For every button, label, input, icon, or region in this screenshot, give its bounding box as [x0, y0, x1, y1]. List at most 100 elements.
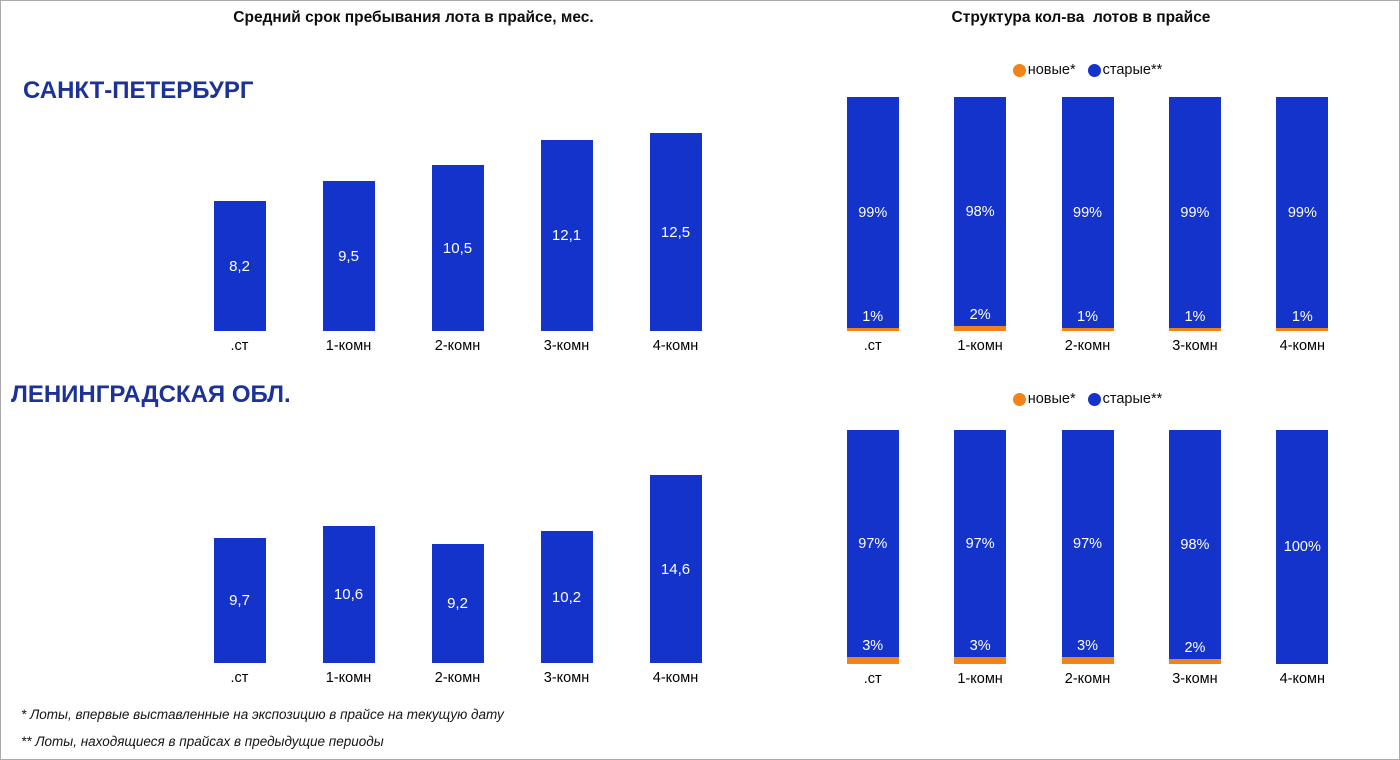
legend-new-swatch-icon [1012, 63, 1026, 77]
old-lots-segment: 99% 1% [1061, 97, 1114, 328]
category-label: .ст [863, 671, 882, 687]
bar-slot: 14,6 [621, 429, 730, 663]
duration-bar: 8,2 [213, 201, 266, 331]
bar-slot: 12,5 [621, 97, 730, 331]
bar-slot: 100% [1249, 430, 1356, 664]
bar-slot: 12,1 [512, 97, 621, 331]
new-lots-segment [846, 657, 899, 664]
bar-slot: 99% 1% [819, 97, 926, 331]
category-label: 2-комн [434, 338, 481, 354]
chart-spb-duration-categories: .ст 1-комн 2-комн 3-комн 4-комн [185, 338, 730, 354]
stacked-bar: 98% 2% [954, 97, 1007, 331]
old-lots-segment: 100% [1276, 430, 1329, 664]
category-label: 3-комн [1172, 338, 1218, 354]
old-share-label: 98% [965, 203, 995, 220]
stacked-bar: 99% 1% [846, 97, 899, 331]
stacked-bar: 98% 2% [1168, 430, 1221, 664]
bar-value-label: 8,2 [229, 257, 250, 275]
old-lots-segment: 98% 2% [1168, 430, 1221, 659]
legend-old-label: старые** [1102, 391, 1163, 407]
duration-bar: 9,7 [213, 538, 266, 663]
bar-slot: 98% 2% [926, 97, 1033, 331]
category-label: 4-комн [652, 670, 699, 686]
legend-old-label: старые** [1102, 62, 1163, 78]
legend-lo-structure: новые* старые** [819, 391, 1356, 407]
bar-value-label: 10,6 [333, 586, 364, 603]
category-label: .ст [230, 338, 249, 354]
new-share-label: 3% [1077, 638, 1098, 654]
stacked-bar: 97% 3% [846, 430, 899, 664]
old-share-label: 99% [1180, 204, 1210, 221]
chart-lo-structure: 97% 3% 97% 3% 97% 3% 98% 2% 100% [819, 430, 1356, 664]
category-label: 4-комн [1279, 671, 1326, 687]
category-label: .ст [863, 338, 882, 354]
old-share-label: 99% [858, 204, 888, 221]
footnote-old: ** Лоты, находящиеся в прайсах в предыду… [21, 734, 384, 749]
chart-spb-structure: 99% 1% 98% 2% 99% 1% 99% 1% 99% 1% [819, 97, 1356, 331]
chart-lo-structure-categories: .ст 1-комн 2-комн 3-комн 4-комн [819, 671, 1356, 687]
new-share-label: 3% [862, 638, 884, 654]
new-lots-segment [1061, 328, 1114, 331]
category-label: 3-комн [543, 670, 590, 686]
duration-bar: 9,2 [431, 544, 484, 663]
stacked-bar: 100% [1276, 430, 1329, 664]
category-label: .ст [230, 670, 249, 686]
category-label: 1-комн [957, 671, 1003, 687]
new-share-label: 1% [1291, 309, 1313, 325]
chart-lo-duration-categories: .ст 1-комн 2-комн 3-комн 4-комн [185, 670, 730, 686]
stacked-bar: 99% 1% [1276, 97, 1329, 331]
footnote-new: * Лоты, впервые выставленные на экспозиц… [21, 707, 504, 722]
stacked-bar: 99% 1% [1168, 97, 1221, 331]
old-share-label: 97% [1073, 535, 1103, 552]
bar-slot: 8,2 [185, 97, 294, 331]
new-lots-segment [1061, 657, 1114, 664]
bar-slot: 10,6 [294, 429, 403, 663]
category-label: 3-комн [543, 338, 590, 354]
old-lots-segment: 97% 3% [846, 430, 899, 657]
stacked-bar: 99% 1% [1061, 97, 1114, 331]
bar-value-label: 12,1 [551, 227, 582, 244]
category-label: 1-комн [325, 670, 372, 686]
bar-slot: 10,2 [512, 429, 621, 663]
section-header-lo: ЛЕНИНГРАДСКАЯ ОБЛ. [11, 381, 291, 408]
duration-bar: 12,1 [540, 140, 593, 331]
new-share-label: 1% [862, 309, 884, 325]
duration-bar: 9,5 [322, 181, 375, 331]
bar-slot: 97% 3% [1034, 430, 1141, 664]
legend-new-swatch-icon [1012, 392, 1026, 406]
old-lots-segment: 98% 2% [954, 97, 1007, 326]
category-label: 2-комн [1064, 671, 1111, 687]
category-label: 1-комн [957, 338, 1003, 354]
legend-old-swatch-icon [1087, 392, 1101, 406]
bar-slot: 99% 1% [1249, 97, 1356, 331]
duration-bar: 10,2 [540, 531, 593, 663]
bar-value-label: 9,5 [338, 247, 359, 265]
category-label: 3-комн [1172, 671, 1218, 687]
old-lots-segment: 97% 3% [954, 430, 1007, 657]
duration-bar: 10,6 [322, 526, 375, 663]
old-share-label: 100% [1283, 539, 1321, 555]
bar-slot: 9,2 [403, 429, 512, 663]
duration-bar: 14,6 [649, 475, 702, 663]
old-share-label: 99% [1287, 204, 1317, 221]
new-share-label: 1% [1184, 309, 1206, 325]
category-label: 2-комн [1064, 338, 1111, 354]
new-lots-segment [1168, 659, 1221, 664]
bar-value-label: 10,5 [442, 239, 473, 257]
new-share-label: 1% [1077, 309, 1098, 325]
bar-slot: 9,7 [185, 429, 294, 663]
bar-slot: 98% 2% [1141, 430, 1248, 664]
category-label: 4-комн [1279, 338, 1326, 354]
bar-slot: 9,5 [294, 97, 403, 331]
category-label: 2-комн [434, 670, 481, 686]
bar-value-label: 9,7 [229, 592, 250, 609]
new-share-label: 3% [969, 638, 991, 654]
bar-slot: 97% 3% [819, 430, 926, 664]
old-lots-segment: 99% 1% [1276, 97, 1329, 328]
old-share-label: 97% [965, 535, 995, 552]
section-header-spb: САНКТ-ПЕТЕРБУРГ [23, 77, 254, 104]
legend-old-swatch-icon [1087, 63, 1101, 77]
old-share-label: 99% [1073, 204, 1103, 221]
duration-bar: 10,5 [431, 165, 484, 331]
